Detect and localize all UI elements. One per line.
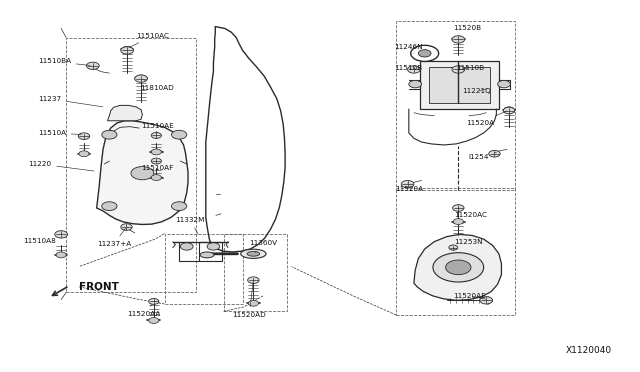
Circle shape xyxy=(452,205,464,211)
Bar xyxy=(223,234,287,311)
Circle shape xyxy=(131,167,154,180)
Circle shape xyxy=(409,80,422,88)
Text: 11237: 11237 xyxy=(38,96,103,107)
Polygon shape xyxy=(97,121,188,224)
Bar xyxy=(396,21,515,190)
Circle shape xyxy=(248,300,259,306)
Text: 11510B: 11510B xyxy=(456,65,484,71)
Polygon shape xyxy=(414,234,502,300)
Text: 11510A: 11510A xyxy=(38,130,81,136)
Circle shape xyxy=(408,66,420,73)
Polygon shape xyxy=(108,105,142,121)
Circle shape xyxy=(102,130,117,139)
Circle shape xyxy=(136,75,146,81)
Circle shape xyxy=(207,243,220,250)
Ellipse shape xyxy=(247,251,260,256)
Circle shape xyxy=(79,151,89,157)
Text: 11510B: 11510B xyxy=(394,65,422,71)
Text: 11253N: 11253N xyxy=(454,235,483,245)
Text: 11520AE: 11520AE xyxy=(453,293,486,299)
Text: 11520AD: 11520AD xyxy=(232,282,266,318)
Text: 11360V: 11360V xyxy=(249,240,277,253)
Circle shape xyxy=(148,298,159,304)
Circle shape xyxy=(151,174,161,180)
Circle shape xyxy=(453,219,463,224)
Text: FRONT: FRONT xyxy=(79,282,119,292)
Bar xyxy=(66,38,196,292)
Circle shape xyxy=(504,107,514,113)
Text: 11520AC: 11520AC xyxy=(454,208,488,218)
Text: 11510AF: 11510AF xyxy=(141,160,173,171)
Circle shape xyxy=(180,243,193,250)
Text: 11246N: 11246N xyxy=(394,45,423,53)
Text: 11520A: 11520A xyxy=(466,111,506,126)
Circle shape xyxy=(452,66,465,73)
Bar xyxy=(396,188,515,315)
Bar xyxy=(164,234,243,304)
Circle shape xyxy=(56,252,66,258)
Text: 11221Q: 11221Q xyxy=(462,89,491,94)
Text: X1120040: X1120040 xyxy=(566,346,612,355)
Circle shape xyxy=(498,80,510,88)
Circle shape xyxy=(55,231,67,238)
Circle shape xyxy=(401,180,414,188)
Circle shape xyxy=(484,298,493,303)
Circle shape xyxy=(102,202,117,211)
Text: 11510A8: 11510A8 xyxy=(23,234,61,244)
Text: 11810AD: 11810AD xyxy=(140,79,173,91)
Text: l1254: l1254 xyxy=(468,152,497,160)
Circle shape xyxy=(489,150,500,157)
Text: 11510BA: 11510BA xyxy=(38,58,90,65)
Text: 11332M: 11332M xyxy=(175,217,205,234)
Circle shape xyxy=(445,260,471,275)
Circle shape xyxy=(151,132,161,138)
Bar xyxy=(420,61,499,109)
Circle shape xyxy=(151,158,161,164)
Circle shape xyxy=(433,253,484,282)
Circle shape xyxy=(172,202,187,211)
Circle shape xyxy=(86,62,99,70)
Ellipse shape xyxy=(241,249,266,259)
Text: 11520A: 11520A xyxy=(395,183,423,192)
Bar xyxy=(429,67,490,103)
Circle shape xyxy=(449,245,458,250)
Circle shape xyxy=(121,47,134,54)
Circle shape xyxy=(151,149,161,155)
Ellipse shape xyxy=(200,252,214,258)
Circle shape xyxy=(452,36,465,43)
Circle shape xyxy=(480,296,493,304)
Circle shape xyxy=(148,318,159,323)
Circle shape xyxy=(172,130,187,139)
Circle shape xyxy=(78,133,90,140)
Circle shape xyxy=(135,75,147,82)
Circle shape xyxy=(122,46,132,52)
Circle shape xyxy=(453,36,463,42)
Circle shape xyxy=(503,107,515,114)
Circle shape xyxy=(121,224,132,230)
Text: 11520AA: 11520AA xyxy=(127,304,161,317)
Text: 11237+A: 11237+A xyxy=(97,228,131,247)
Text: 11510AC: 11510AC xyxy=(130,33,169,47)
Text: 11520B: 11520B xyxy=(453,25,481,36)
Text: 11510AE: 11510AE xyxy=(141,122,174,134)
Circle shape xyxy=(248,277,259,283)
Circle shape xyxy=(411,45,438,61)
Text: 11220: 11220 xyxy=(28,161,94,171)
Circle shape xyxy=(419,50,431,57)
